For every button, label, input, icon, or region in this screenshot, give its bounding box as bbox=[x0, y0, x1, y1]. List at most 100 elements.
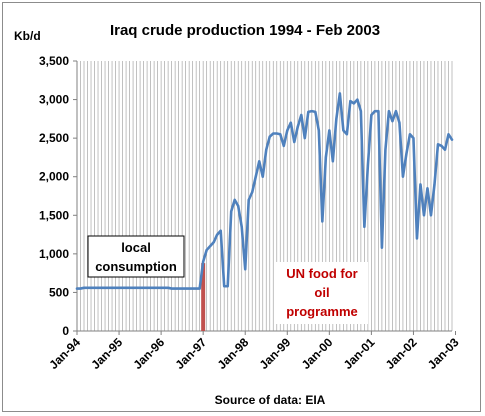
data-point bbox=[219, 229, 222, 232]
data-point bbox=[251, 191, 254, 193]
data-point bbox=[240, 226, 243, 228]
local-consumption-box: local consumption bbox=[87, 235, 185, 278]
data-point bbox=[328, 129, 331, 132]
data-point bbox=[430, 214, 432, 217]
data-point bbox=[395, 110, 397, 112]
data-point bbox=[191, 287, 194, 290]
data-point bbox=[296, 125, 299, 128]
data-point bbox=[440, 145, 443, 147]
data-point bbox=[160, 287, 162, 289]
data-point bbox=[254, 175, 257, 178]
data-point bbox=[370, 114, 373, 116]
un-note-line2: oil bbox=[314, 285, 329, 300]
data-point bbox=[163, 287, 166, 289]
data-point bbox=[135, 287, 138, 289]
data-point bbox=[195, 287, 197, 290]
data-point bbox=[142, 287, 145, 289]
data-point bbox=[444, 148, 446, 151]
data-point bbox=[233, 199, 236, 201]
data-point bbox=[125, 287, 127, 289]
data-point bbox=[181, 287, 183, 290]
data-point bbox=[198, 287, 201, 290]
y-tick-label: 2,500 bbox=[39, 131, 69, 145]
data-point bbox=[97, 287, 99, 289]
data-point bbox=[209, 245, 211, 247]
jan97-marker-bar bbox=[201, 263, 206, 331]
data-point bbox=[314, 111, 317, 113]
un-note-line1: UN food for bbox=[286, 266, 357, 281]
data-point bbox=[258, 160, 261, 163]
x-tick-label: Jan-95 bbox=[88, 335, 125, 372]
data-point bbox=[282, 145, 285, 147]
data-point bbox=[367, 164, 369, 166]
data-point bbox=[342, 129, 345, 132]
data-point bbox=[416, 237, 418, 240]
data-point bbox=[384, 148, 387, 151]
data-point bbox=[321, 220, 324, 223]
data-point bbox=[437, 143, 439, 146]
data-point bbox=[184, 287, 187, 290]
data-point bbox=[226, 285, 229, 288]
data-point bbox=[86, 287, 89, 289]
data-point bbox=[339, 92, 341, 95]
data-point bbox=[170, 287, 173, 290]
data-point bbox=[275, 132, 278, 135]
x-tick-label: Jan-03 bbox=[425, 335, 462, 372]
data-point bbox=[237, 205, 240, 207]
data-point bbox=[174, 287, 176, 290]
data-point bbox=[419, 183, 422, 186]
data-point bbox=[107, 287, 110, 289]
data-point bbox=[118, 287, 120, 289]
data-point bbox=[398, 121, 401, 124]
data-point bbox=[381, 246, 383, 249]
local-consumption-line1: local bbox=[121, 240, 151, 255]
y-tick-label: 1,500 bbox=[39, 208, 69, 222]
data-point bbox=[412, 137, 415, 139]
data-point bbox=[261, 175, 264, 178]
data-point bbox=[426, 187, 429, 190]
data-point bbox=[223, 285, 225, 288]
data-point bbox=[433, 183, 436, 186]
data-point bbox=[318, 129, 320, 132]
chart-title: Iraq crude production 1994 - Feb 2003 bbox=[110, 22, 380, 39]
data-point bbox=[402, 175, 404, 178]
data-point bbox=[100, 287, 103, 289]
data-point bbox=[451, 138, 453, 141]
un-programme-note: UN food for oil programme bbox=[276, 262, 368, 324]
data-point bbox=[307, 111, 310, 113]
data-point bbox=[325, 156, 327, 159]
data-point bbox=[230, 210, 233, 213]
data-point bbox=[216, 233, 218, 236]
data-point bbox=[153, 287, 155, 289]
source-note: Source of data: EIA bbox=[215, 393, 326, 407]
data-point bbox=[76, 287, 78, 290]
data-point bbox=[289, 121, 292, 124]
y-tick-label: 500 bbox=[49, 285, 69, 299]
un-note-line3: programme bbox=[286, 304, 358, 319]
data-point bbox=[300, 114, 303, 116]
data-point bbox=[391, 120, 394, 122]
data-point bbox=[349, 100, 352, 102]
x-tick-label: Jan-00 bbox=[299, 335, 336, 372]
y-tick-label: 1,000 bbox=[39, 247, 69, 261]
data-point bbox=[114, 287, 117, 289]
y-tick-label: 3,500 bbox=[39, 54, 69, 68]
data-point bbox=[286, 129, 289, 132]
data-point bbox=[360, 110, 362, 112]
data-point bbox=[268, 135, 271, 138]
data-point bbox=[202, 260, 204, 263]
x-tick-label: Jan-99 bbox=[257, 335, 294, 372]
data-point bbox=[409, 133, 411, 136]
y-tick-label: 3,000 bbox=[39, 93, 69, 107]
data-point bbox=[377, 110, 380, 112]
x-tick-label: Jan-96 bbox=[130, 335, 167, 372]
data-point bbox=[374, 110, 376, 112]
y-tick-label: 0 bbox=[62, 324, 69, 338]
data-point bbox=[304, 137, 306, 139]
data-point bbox=[212, 241, 215, 244]
data-point bbox=[335, 118, 338, 120]
data-point bbox=[388, 110, 390, 112]
data-point bbox=[167, 287, 169, 289]
data-point bbox=[272, 132, 275, 135]
data-point bbox=[423, 214, 425, 217]
